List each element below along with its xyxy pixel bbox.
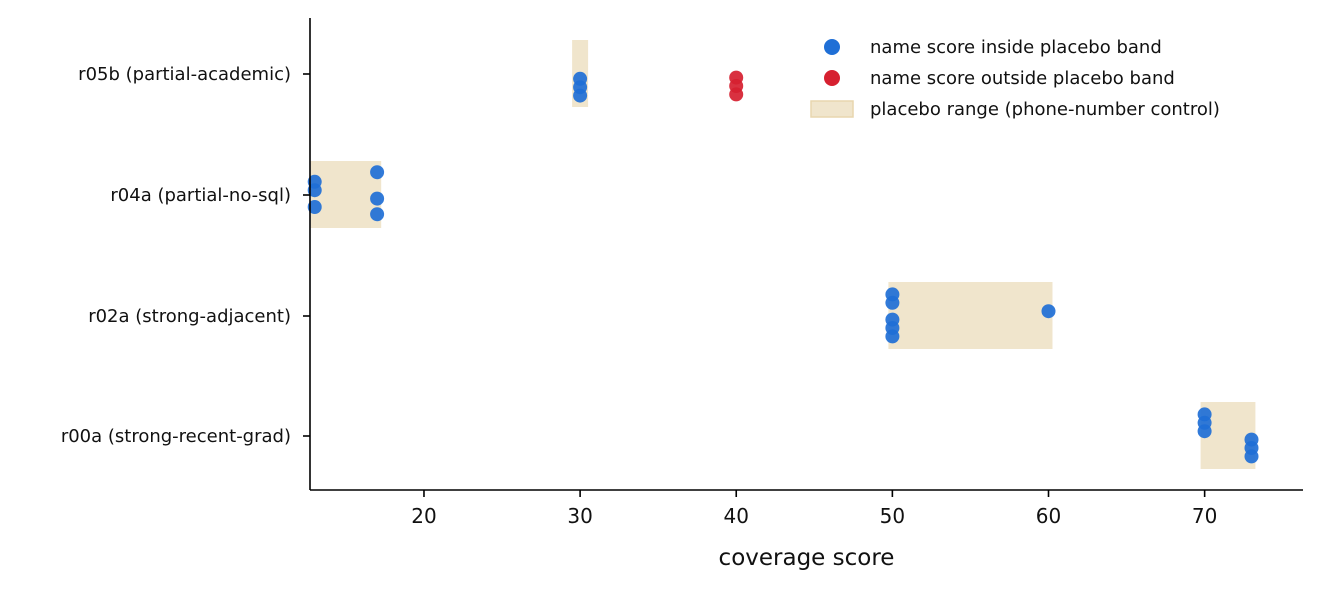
point-inside-band-10 [885,295,900,310]
x-tick-label-70: 70 [1192,504,1217,528]
legend-patch-placebo [810,100,854,118]
placebo-band-r04a-partial-no-sql [310,161,382,228]
point-inside-band-2 [573,71,588,86]
axes: r05b (partial-academic) r04a (partial-no-… [61,18,1303,528]
legend-label-0: name score inside placebo band [870,37,1162,58]
point-inside-band-6 [370,165,385,180]
point-inside-band-17 [1197,424,1212,439]
y-tick-label-r02a-strong-adjacent: r02a (strong-adjacent) [88,306,291,327]
point-outside-band-2 [729,87,744,102]
legend-marker-inside [824,39,840,55]
point-inside-band-20 [1244,449,1259,464]
x-tick-label-60: 60 [1036,504,1061,528]
point-inside-band-7 [370,191,385,206]
placebo-band-r02a-strong-adjacent [888,282,1053,349]
point-inside-band-14 [1041,304,1056,319]
legend-label-2: placebo range (phone-number control) [870,99,1220,120]
x-tick-label-40: 40 [724,504,749,528]
x-tick-label-20: 20 [411,504,436,528]
y-tick-label-r04a-partial-no-sql: r04a (partial-no-sql) [110,185,291,206]
point-inside-band-5 [307,200,322,214]
point-inside-band-8 [370,207,385,222]
legend-label-1: name score outside placebo band [870,68,1175,89]
x-tick-label-50: 50 [880,504,905,528]
point-inside-band-13 [885,329,900,344]
y-tick-label-r00a-strong-recent-grad: r00a (strong-recent-grad) [61,426,291,447]
x-axis-title: coverage score [719,545,895,571]
legend: name score inside placebo band name score… [810,37,1220,120]
point-inside-band-4 [307,183,322,198]
legend-marker-outside [824,70,840,86]
data-points [307,70,1259,464]
y-tick-label-r05b-partial-academic: r05b (partial-academic) [78,64,291,85]
x-tick-label-30: 30 [567,504,592,528]
